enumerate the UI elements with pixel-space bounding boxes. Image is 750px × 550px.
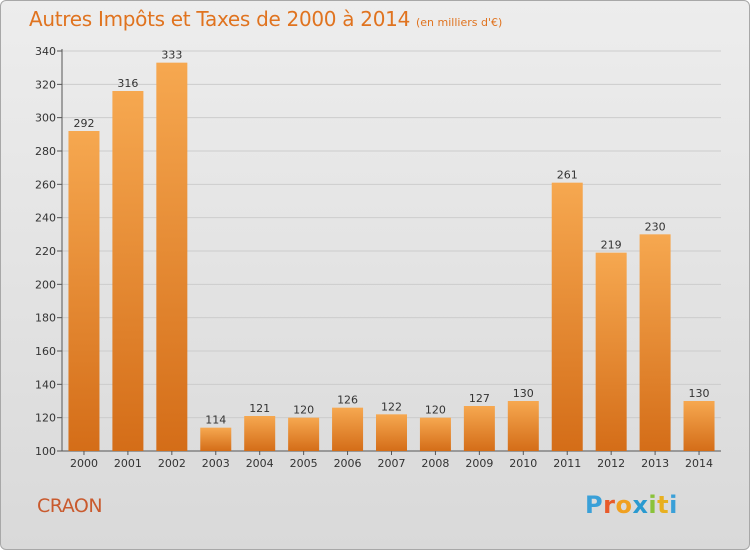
value-label: 120: [425, 404, 446, 417]
logo-letter: i: [648, 491, 658, 519]
bar: [463, 406, 495, 451]
x-tick-label: 2012: [597, 457, 625, 470]
y-tick-label: 160: [35, 345, 56, 358]
value-label: 126: [337, 394, 358, 407]
logo-letter: P: [585, 491, 604, 519]
x-tick-label: 2006: [334, 457, 362, 470]
x-tick-label: 2014: [685, 457, 713, 470]
y-tick-label: 320: [35, 78, 56, 91]
x-tick-label: 2010: [509, 457, 537, 470]
bar: [551, 182, 583, 451]
bar: [332, 407, 364, 451]
y-tick-label: 180: [35, 312, 56, 325]
bar: [683, 401, 715, 451]
value-label: 130: [689, 387, 710, 400]
bar: [639, 234, 671, 451]
value-label: 333: [161, 49, 182, 62]
value-label: 122: [381, 400, 402, 413]
value-label: 316: [117, 77, 138, 90]
value-label: 292: [73, 117, 94, 130]
y-tick-label: 100: [35, 445, 56, 458]
y-tick-label: 280: [35, 145, 56, 158]
x-tick-label: 2003: [202, 457, 230, 470]
x-tick-label: 2007: [378, 457, 406, 470]
x-tick-label: 2002: [158, 457, 186, 470]
bar: [200, 427, 232, 451]
bar: [112, 91, 144, 451]
y-tick-label: 260: [35, 178, 56, 191]
x-tick-label: 2008: [421, 457, 449, 470]
x-tick-label: 2011: [553, 457, 581, 470]
proxiti-logo[interactable]: Proxiti: [585, 491, 678, 519]
bar: [68, 131, 100, 451]
bar: [419, 417, 451, 451]
x-tick-label: 2013: [641, 457, 669, 470]
city-name: CRAON: [37, 495, 103, 517]
y-tick-label: 220: [35, 245, 56, 258]
y-tick-label: 300: [35, 112, 56, 125]
value-label: 261: [557, 169, 578, 182]
logo-letter: r: [603, 491, 616, 519]
logo-letter: i: [669, 491, 678, 519]
x-tick-label: 2001: [114, 457, 142, 470]
y-tick-label: 200: [35, 278, 56, 291]
value-label: 120: [293, 404, 314, 417]
bar: [507, 401, 539, 451]
y-tick-label: 140: [35, 378, 56, 391]
bar: [288, 417, 320, 451]
y-tick-label: 240: [35, 212, 56, 225]
value-labels: 292 316 333 114 121 120 126 122 120 127 130 261 219 2…: [73, 49, 709, 427]
bar: [156, 62, 188, 452]
value-label: 114: [205, 414, 226, 427]
x-tick-label: 2005: [290, 457, 318, 470]
title-text: Autres Impôts et Taxes de 2000 à 2014: [29, 7, 410, 31]
y-tick-label: 340: [35, 45, 56, 58]
value-label: 121: [249, 402, 270, 415]
chart-title: Autres Impôts et Taxes de 2000 à 2014 (en…: [29, 7, 502, 31]
value-label: 130: [513, 387, 534, 400]
logo-letter: t: [657, 491, 670, 519]
y-tick-label: 120: [35, 412, 56, 425]
logo-letter: x: [632, 491, 649, 519]
tick-labels: 100 120 140 160 180 200 220 240 260 280 300 320 340 2…: [35, 45, 713, 470]
value-label: 230: [645, 220, 666, 233]
x-tick-label: 2009: [465, 457, 493, 470]
chart-subtitle: (en milliers d'€): [416, 16, 503, 29]
bar: [376, 414, 407, 451]
value-label: 219: [601, 239, 622, 252]
value-label: 127: [469, 392, 490, 405]
bar: [244, 416, 276, 451]
bar: [595, 252, 627, 451]
x-tick-label: 2000: [70, 457, 98, 470]
x-tick-label: 2004: [246, 457, 274, 470]
logo-letter: o: [615, 491, 633, 519]
bars: [68, 62, 715, 452]
